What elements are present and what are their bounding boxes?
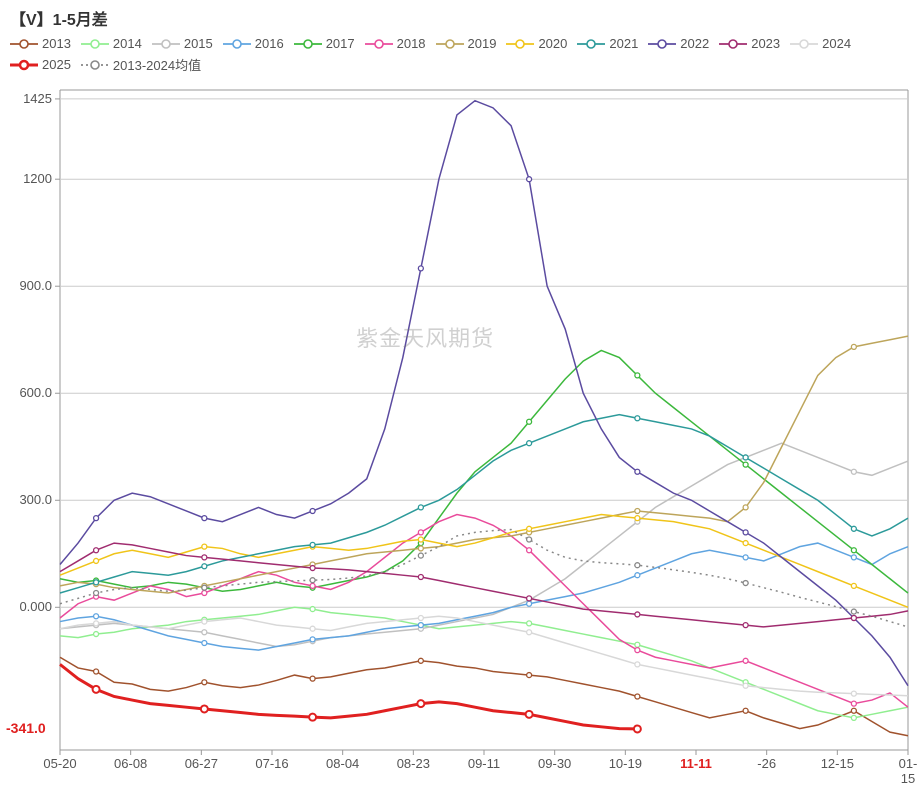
legend-item-2017[interactable]: 2017 — [294, 36, 355, 51]
y-tick-label: 300.0 — [0, 492, 52, 507]
legend-swatch-icon — [10, 37, 38, 51]
series-2024 — [60, 616, 908, 696]
legend-swatch-icon — [648, 37, 676, 51]
legend-swatch-icon — [223, 37, 251, 51]
legend-label: 2021 — [609, 36, 638, 51]
x-tick-label: 09-11 — [468, 756, 500, 771]
legend-item-2024[interactable]: 2024 — [790, 36, 851, 51]
legend-swatch-icon — [577, 37, 605, 51]
legend-label: 2014 — [113, 36, 142, 51]
legend-label: 2016 — [255, 36, 284, 51]
y-tick-label: 600.0 — [0, 385, 52, 400]
legend-item-2021[interactable]: 2021 — [577, 36, 638, 51]
x-tick-label: 12-15 — [821, 756, 854, 771]
y-tick-label: 900.0 — [0, 278, 52, 293]
legend-item-2013-2024均值[interactable]: 2013-2024均值 — [81, 55, 201, 74]
x-tick-label: 05-20 — [43, 756, 76, 771]
y-tick-label: 1425 — [0, 91, 52, 106]
series-2021 — [60, 415, 908, 593]
legend-label: 2017 — [326, 36, 355, 51]
page-title: 【V】1-5月差 — [0, 0, 919, 34]
legend-item-2013[interactable]: 2013 — [10, 36, 71, 51]
legend-label: 2019 — [468, 36, 497, 51]
legend: 2013 2014 2015 2016 2017 2018 2019 2020 2021 2022… — [0, 34, 919, 80]
y-tick-label: 0.000 — [0, 599, 52, 614]
legend-label: 2023 — [751, 36, 780, 51]
x-tick-label: 06-08 — [114, 756, 147, 771]
legend-swatch-icon — [719, 37, 747, 51]
y-highlight-label: -341.0 — [6, 720, 46, 736]
series-2020 — [60, 515, 908, 608]
legend-label: 2015 — [184, 36, 213, 51]
legend-item-2016[interactable]: 2016 — [223, 36, 284, 51]
legend-label: 2024 — [822, 36, 851, 51]
x-tick-label: -26 — [757, 756, 776, 771]
legend-label: 2013 — [42, 36, 71, 51]
x-tick-label: 08-04 — [326, 756, 359, 771]
legend-label: 2018 — [397, 36, 426, 51]
legend-label: 2025 — [42, 57, 71, 72]
legend-item-2015[interactable]: 2015 — [152, 36, 213, 51]
y-tick-label: 1200 — [0, 171, 52, 186]
x-tick-label: 09-30 — [538, 756, 571, 771]
series-2015 — [60, 443, 908, 646]
legend-label: 2013-2024均值 — [113, 55, 201, 74]
x-tick-label: 10-19 — [609, 756, 642, 771]
legend-swatch-icon — [294, 37, 322, 51]
x-tick-label: 11-11 — [680, 756, 712, 771]
series-2025 — [60, 664, 637, 729]
x-tick-label: 07-16 — [255, 756, 288, 771]
legend-item-2020[interactable]: 2020 — [506, 36, 567, 51]
legend-label: 2022 — [680, 36, 709, 51]
legend-swatch-icon — [152, 37, 180, 51]
legend-swatch-icon — [10, 58, 38, 72]
series-2013-2024均值 — [60, 530, 908, 627]
line-chart — [0, 80, 918, 780]
legend-item-2019[interactable]: 2019 — [436, 36, 497, 51]
legend-swatch-icon — [506, 37, 534, 51]
legend-item-2018[interactable]: 2018 — [365, 36, 426, 51]
legend-swatch-icon — [365, 37, 393, 51]
legend-item-2014[interactable]: 2014 — [81, 36, 142, 51]
legend-item-2025[interactable]: 2025 — [10, 55, 71, 74]
x-tick-label: 08-23 — [397, 756, 430, 771]
series-2018 — [60, 515, 908, 708]
legend-swatch-icon — [81, 58, 109, 72]
legend-swatch-icon — [436, 37, 464, 51]
legend-item-2022[interactable]: 2022 — [648, 36, 709, 51]
chart-container: 0.000 300.0 600.0 900.0 1200 1425 05-20 06-08 0… — [0, 80, 919, 800]
legend-swatch-icon — [81, 37, 109, 51]
legend-label: 2020 — [538, 36, 567, 51]
legend-swatch-icon — [790, 37, 818, 51]
x-tick-label: 06-27 — [185, 756, 218, 771]
x-tick-label: 01-15 — [899, 756, 918, 786]
legend-item-2023[interactable]: 2023 — [719, 36, 780, 51]
